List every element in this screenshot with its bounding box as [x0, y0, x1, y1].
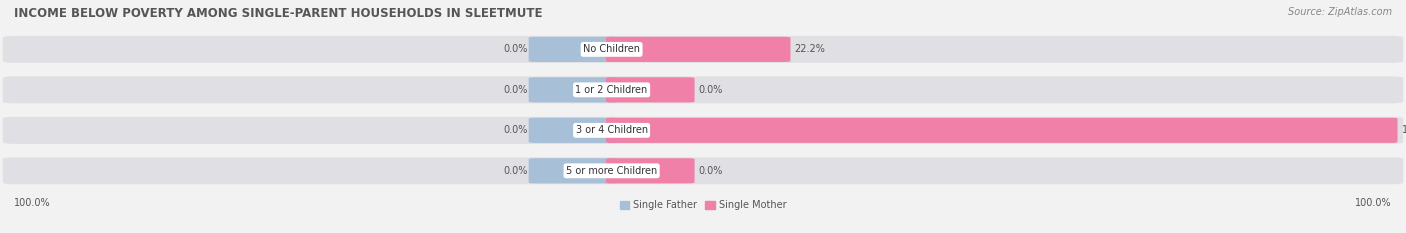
FancyBboxPatch shape: [606, 158, 695, 183]
Text: 100.0%: 100.0%: [1402, 125, 1406, 135]
Text: 0.0%: 0.0%: [503, 44, 527, 54]
Legend: Single Father, Single Mother: Single Father, Single Mother: [616, 196, 790, 214]
FancyBboxPatch shape: [3, 117, 1403, 144]
Text: 5 or more Children: 5 or more Children: [567, 166, 657, 176]
Text: 3 or 4 Children: 3 or 4 Children: [575, 125, 648, 135]
Text: 0.0%: 0.0%: [503, 85, 527, 95]
FancyBboxPatch shape: [606, 77, 695, 103]
FancyBboxPatch shape: [529, 158, 617, 183]
Text: INCOME BELOW POVERTY AMONG SINGLE-PARENT HOUSEHOLDS IN SLEETMUTE: INCOME BELOW POVERTY AMONG SINGLE-PARENT…: [14, 7, 543, 20]
Text: 0.0%: 0.0%: [503, 166, 527, 176]
FancyBboxPatch shape: [529, 77, 617, 103]
Text: 22.2%: 22.2%: [794, 44, 825, 54]
Text: 100.0%: 100.0%: [1355, 198, 1392, 208]
Text: No Children: No Children: [583, 44, 640, 54]
FancyBboxPatch shape: [606, 118, 1398, 143]
FancyBboxPatch shape: [606, 37, 790, 62]
Text: 0.0%: 0.0%: [699, 166, 723, 176]
Text: 0.0%: 0.0%: [503, 125, 527, 135]
Text: 100.0%: 100.0%: [14, 198, 51, 208]
FancyBboxPatch shape: [529, 118, 617, 143]
FancyBboxPatch shape: [529, 37, 617, 62]
FancyBboxPatch shape: [3, 157, 1403, 184]
FancyBboxPatch shape: [3, 36, 1403, 63]
FancyBboxPatch shape: [3, 76, 1403, 103]
Text: 1 or 2 Children: 1 or 2 Children: [575, 85, 648, 95]
Text: Source: ZipAtlas.com: Source: ZipAtlas.com: [1288, 7, 1392, 17]
Text: 0.0%: 0.0%: [699, 85, 723, 95]
